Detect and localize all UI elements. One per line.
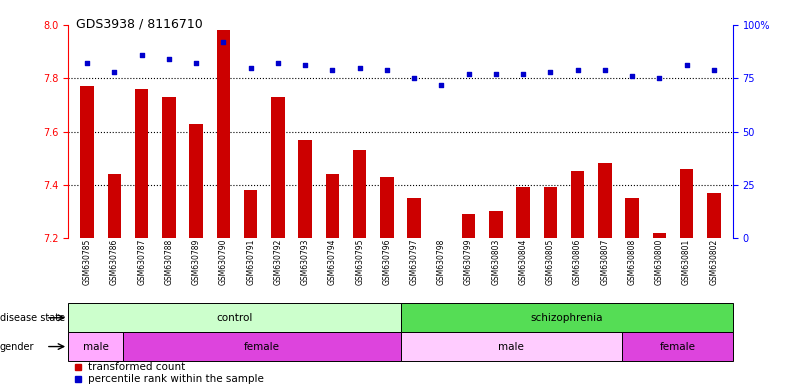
Text: GSM630802: GSM630802: [710, 239, 718, 285]
Bar: [352, 150, 366, 238]
Bar: [400, 303, 733, 332]
Point: [653, 75, 666, 81]
Bar: [135, 89, 148, 238]
Point: [326, 67, 339, 73]
Bar: [489, 212, 503, 238]
Text: disease state: disease state: [0, 313, 65, 323]
Text: GSM630789: GSM630789: [191, 239, 200, 285]
Point: [108, 69, 121, 75]
Text: GSM630785: GSM630785: [83, 239, 91, 285]
Bar: [80, 86, 94, 238]
Point: [462, 71, 475, 77]
Text: GSM630790: GSM630790: [219, 239, 228, 285]
Bar: [598, 164, 612, 238]
Point: [517, 71, 529, 77]
Bar: [271, 97, 284, 238]
Point: [217, 39, 230, 45]
Bar: [380, 177, 393, 238]
Text: GSM630804: GSM630804: [518, 239, 528, 285]
Point: [408, 75, 421, 81]
Text: GSM630793: GSM630793: [300, 239, 310, 285]
Bar: [325, 174, 339, 238]
Point: [190, 60, 203, 66]
Text: female: female: [659, 341, 695, 352]
Bar: [123, 332, 400, 361]
Bar: [244, 190, 257, 238]
Bar: [68, 332, 123, 361]
Point: [598, 67, 611, 73]
Point: [544, 69, 557, 75]
Point: [163, 56, 175, 62]
Text: GSM630791: GSM630791: [246, 239, 256, 285]
Text: GSM630788: GSM630788: [164, 239, 173, 285]
Text: transformed count: transformed count: [88, 362, 185, 372]
Bar: [622, 332, 733, 361]
Text: GSM630795: GSM630795: [355, 239, 364, 285]
Text: GSM630796: GSM630796: [382, 239, 392, 285]
Bar: [626, 198, 639, 238]
Text: GSM630786: GSM630786: [110, 239, 119, 285]
Text: male: male: [83, 341, 109, 352]
Text: GDS3938 / 8116710: GDS3938 / 8116710: [76, 17, 203, 30]
Point: [707, 67, 720, 73]
Point: [435, 81, 448, 88]
Text: percentile rank within the sample: percentile rank within the sample: [88, 374, 264, 384]
Point: [380, 67, 393, 73]
Text: GSM630799: GSM630799: [464, 239, 473, 285]
Point: [353, 65, 366, 71]
Text: schizophrenia: schizophrenia: [530, 313, 603, 323]
Point: [81, 60, 94, 66]
Bar: [571, 172, 585, 238]
Text: male: male: [498, 341, 524, 352]
Text: GSM630794: GSM630794: [328, 239, 337, 285]
Text: female: female: [244, 341, 280, 352]
Text: GSM630797: GSM630797: [409, 239, 419, 285]
Bar: [216, 30, 230, 238]
Bar: [68, 303, 400, 332]
Text: GSM630801: GSM630801: [682, 239, 691, 285]
Text: GSM630787: GSM630787: [137, 239, 146, 285]
Bar: [517, 187, 530, 238]
Text: gender: gender: [0, 341, 34, 352]
Point: [272, 60, 284, 66]
Bar: [544, 187, 557, 238]
Text: GSM630806: GSM630806: [573, 239, 582, 285]
Bar: [680, 169, 694, 238]
Point: [244, 65, 257, 71]
Text: GSM630807: GSM630807: [601, 239, 610, 285]
Text: control: control: [216, 313, 252, 323]
Bar: [408, 198, 421, 238]
Text: GSM630792: GSM630792: [273, 239, 283, 285]
Point: [626, 73, 638, 79]
Bar: [462, 214, 476, 238]
Point: [571, 67, 584, 73]
Text: GSM630803: GSM630803: [491, 239, 501, 285]
Bar: [653, 233, 666, 238]
Bar: [107, 174, 121, 238]
Point: [299, 62, 312, 68]
Bar: [707, 193, 721, 238]
Point: [135, 52, 148, 58]
Text: GSM630808: GSM630808: [628, 239, 637, 285]
Point: [680, 62, 693, 68]
Point: [489, 71, 502, 77]
Text: GSM630798: GSM630798: [437, 239, 446, 285]
Bar: [189, 124, 203, 238]
Text: GSM630800: GSM630800: [655, 239, 664, 285]
Text: GSM630805: GSM630805: [545, 239, 555, 285]
Bar: [162, 97, 175, 238]
Bar: [400, 332, 622, 361]
Bar: [298, 139, 312, 238]
